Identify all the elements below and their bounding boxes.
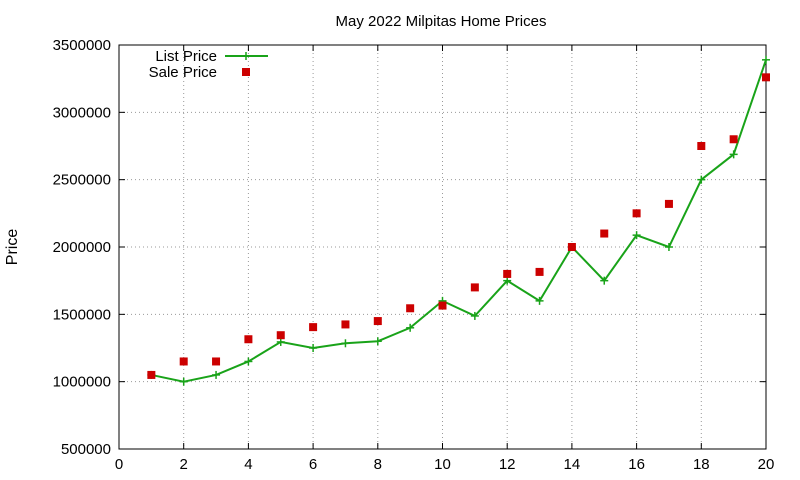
- sale-price-point: [503, 269, 512, 278]
- y-tick-label: 500000: [61, 441, 111, 458]
- legend-swatches: [225, 52, 268, 76]
- sale-price-point: [729, 135, 738, 144]
- x-tick-label: 0: [115, 456, 123, 473]
- list-price-point: [632, 231, 641, 240]
- sale-price-point: [276, 331, 285, 340]
- list-price-point: [212, 370, 221, 379]
- list-price-point: [244, 357, 253, 366]
- legend: List Price Sale Price: [149, 48, 268, 81]
- y-tick-label: 1500000: [53, 306, 111, 323]
- legend-swatch-sale-price: [242, 68, 250, 76]
- x-tick-label: 2: [180, 456, 188, 473]
- x-tick-label: 18: [693, 456, 710, 473]
- sale-price-point: [535, 267, 544, 276]
- sale-price-point: [406, 304, 415, 313]
- list-price-point: [697, 175, 706, 184]
- list-price-point: [341, 339, 350, 348]
- y-tick-label: 1000000: [53, 374, 111, 391]
- sale-price-point: [567, 243, 576, 251]
- sale-price-point: [470, 283, 479, 292]
- list-price-line: [151, 59, 767, 383]
- axis-ticks: 0 2 4 6 8 10 12 14 16 18 20 500000 1000000 1500000 200…: [53, 37, 775, 473]
- list-price-point: [470, 311, 479, 320]
- sale-price-point: [212, 357, 221, 366]
- list-price-point: [179, 377, 188, 386]
- sale-price-point: [632, 209, 641, 218]
- x-tick-label: 4: [244, 456, 252, 473]
- sale-price-point: [341, 320, 350, 329]
- list-price-point: [535, 296, 544, 305]
- list-price-point: [600, 276, 609, 285]
- sale-price-point: [762, 73, 770, 82]
- series-layer: [147, 55, 770, 386]
- sale-price-point: [244, 335, 253, 344]
- list-price-point: [729, 150, 738, 159]
- y-tick-label: 3000000: [53, 104, 111, 121]
- legend-label-sale-price: Sale Price: [149, 64, 217, 81]
- x-tick-label: 14: [564, 456, 581, 473]
- list-price-point: [276, 337, 285, 346]
- sale-price-point: [373, 317, 382, 326]
- x-tick-label: 20: [758, 456, 775, 473]
- y-tick-label: 2000000: [53, 239, 111, 256]
- list-price-point: [406, 323, 415, 332]
- legend-label-list-price: List Price: [155, 48, 217, 65]
- x-tick-label: 12: [499, 456, 516, 473]
- x-tick-label: 10: [434, 456, 451, 473]
- x-tick-label: 8: [374, 456, 382, 473]
- y-tick-label: 3500000: [53, 37, 111, 54]
- x-tick-label: 6: [309, 456, 317, 473]
- sale-price-point: [179, 357, 188, 366]
- sale-price-point: [438, 301, 447, 310]
- y-tick-label: 2500000: [53, 172, 111, 189]
- sale-price-point: [664, 199, 673, 208]
- sale-price-point: [600, 229, 609, 238]
- list-price-point: [503, 276, 512, 285]
- sale-price-point: [147, 370, 156, 379]
- list-price-point: [373, 337, 382, 346]
- chart-title: May 2022 Milpitas Home Prices: [336, 13, 547, 30]
- list-price-point: [762, 55, 770, 64]
- sale-price-point: [697, 142, 706, 150]
- y-axis-label: Price: [4, 229, 21, 266]
- sale-price-point: [309, 323, 318, 332]
- list-price-point: [309, 344, 318, 352]
- x-tick-label: 16: [628, 456, 645, 473]
- list-price-point: [664, 243, 673, 251]
